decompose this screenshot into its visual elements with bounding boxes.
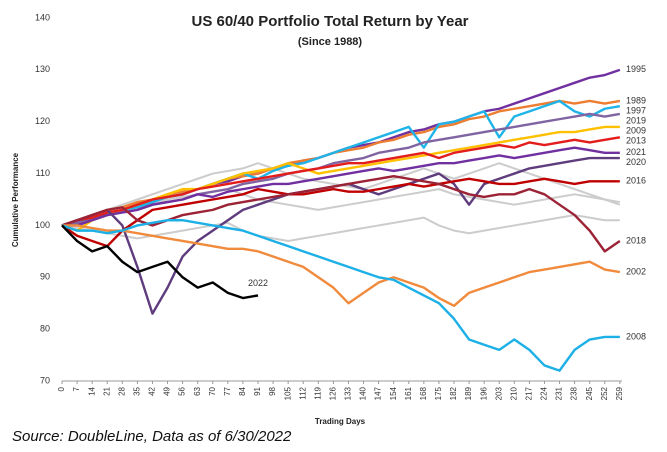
y-axis-title: Cumulative Performance <box>11 152 20 247</box>
series-label: 2022 <box>248 278 268 288</box>
x-tick-label: 245 <box>585 386 594 400</box>
y-tick-label: 80 <box>40 324 50 334</box>
x-tick-label: 231 <box>555 386 564 400</box>
y-tick-label: 90 <box>40 272 50 282</box>
x-tick-label: 0 <box>57 386 66 391</box>
series-line <box>61 224 259 300</box>
x-tick-label: 224 <box>540 386 549 400</box>
x-tick-label: 91 <box>253 386 262 395</box>
series-label: 2020 <box>626 157 646 167</box>
x-tick-label: 154 <box>389 386 398 400</box>
series-label: 2013 <box>626 135 646 145</box>
x-tick-label: 77 <box>223 386 232 395</box>
series-line <box>61 136 621 227</box>
series-label: 2018 <box>626 235 646 245</box>
x-tick-label: 63 <box>193 386 202 395</box>
x-tick-label: 147 <box>374 386 383 400</box>
source-note: Source: DoubleLine, Data as of 6/30/2022 <box>12 428 292 445</box>
series-label: 2002 <box>626 266 646 276</box>
series-line <box>61 99 621 227</box>
y-tick-label: 120 <box>35 116 50 126</box>
x-tick-label: 42 <box>148 386 157 395</box>
series-line <box>61 174 621 253</box>
x-tick-label: 168 <box>419 386 428 400</box>
x-tick-label: 210 <box>509 386 518 400</box>
series-line <box>61 214 620 242</box>
x-tick-label: 140 <box>359 386 368 400</box>
series-line <box>61 177 620 248</box>
x-tick-label: 259 <box>615 386 624 400</box>
series-label: 2008 <box>626 331 646 341</box>
x-tick-label: 217 <box>524 386 533 400</box>
x-tick-label: 175 <box>434 386 443 400</box>
y-tick-label: 70 <box>40 375 50 385</box>
x-tick-label: 126 <box>328 386 337 400</box>
x-tick-label: 21 <box>102 386 111 395</box>
series-line <box>62 146 620 227</box>
series-line <box>61 162 621 227</box>
chart-subtitle: (Since 1988) <box>298 36 363 48</box>
x-tick-label: 84 <box>238 386 247 395</box>
x-tick-label: 252 <box>600 386 609 400</box>
series-label: 2019 <box>626 115 646 125</box>
series-label: 2021 <box>626 147 646 157</box>
series-label: 2009 <box>626 125 646 135</box>
x-tick-label: 70 <box>208 386 217 395</box>
x-tick-label: 98 <box>268 386 277 395</box>
x-tick-label: 196 <box>479 386 488 400</box>
x-tick-label: 182 <box>449 386 458 400</box>
y-tick-label: 110 <box>36 168 50 178</box>
x-tick-label: 133 <box>344 386 353 400</box>
x-tick-label: 28 <box>117 386 126 395</box>
chart-title: US 60/40 Portfolio Total Return by Year <box>191 13 468 30</box>
series-line <box>61 219 620 372</box>
series-label: 2016 <box>626 176 646 186</box>
y-tick-label: 100 <box>35 220 50 230</box>
x-tick-label: 7 <box>72 386 81 391</box>
x-tick-label: 14 <box>87 386 96 395</box>
series-label: 1997 <box>626 105 646 115</box>
y-tick-label: 140 <box>35 12 50 22</box>
series-label: 1995 <box>626 64 646 74</box>
series-line <box>62 224 621 308</box>
x-tick-label: 112 <box>298 386 307 399</box>
x-axis-title: Trading Days <box>315 417 366 426</box>
x-tick-label: 119 <box>313 386 322 399</box>
x-tick-label: 238 <box>570 386 579 400</box>
x-tick-label: 203 <box>494 386 503 400</box>
x-tick-label: 189 <box>464 386 473 400</box>
x-tick-label: 105 <box>283 386 292 400</box>
x-tick-label: 56 <box>178 386 187 395</box>
x-tick-label: 35 <box>132 386 141 395</box>
y-tick-label: 130 <box>35 64 50 74</box>
x-tick-label: 49 <box>163 386 172 395</box>
x-tick-label: 161 <box>404 386 413 400</box>
series-label: 1989 <box>626 95 646 105</box>
